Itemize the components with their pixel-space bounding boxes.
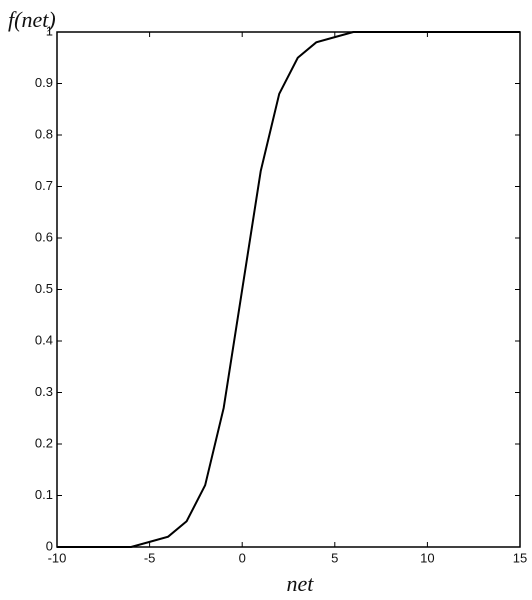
x-tick-label: -10: [48, 550, 67, 565]
y-tick-label: 1: [46, 23, 53, 38]
y-tick-label: 0.2: [35, 435, 53, 450]
y-tick-label: 0.7: [35, 178, 53, 193]
y-tick-label: 0.9: [35, 75, 53, 90]
y-axis-title: f(net): [8, 7, 56, 32]
x-tick-label: 15: [513, 550, 527, 565]
x-tick-label: -5: [144, 550, 156, 565]
y-tick-label: 0.4: [35, 332, 53, 347]
y-tick-label: 0.8: [35, 126, 53, 141]
x-tick-label: 10: [420, 550, 434, 565]
x-tick-label: 5: [331, 550, 338, 565]
plot-frame: [56, 31, 521, 548]
x-axis-title: net: [287, 571, 315, 596]
y-tick-label: 0.1: [35, 487, 53, 502]
x-tick-label: 0: [239, 550, 246, 565]
y-tick-label: 0.3: [35, 384, 53, 399]
y-tick-label: 0.5: [35, 281, 53, 296]
y-tick-label: 0: [46, 538, 53, 553]
line: [57, 31, 520, 548]
y-tick-label: 0.6: [35, 229, 53, 244]
